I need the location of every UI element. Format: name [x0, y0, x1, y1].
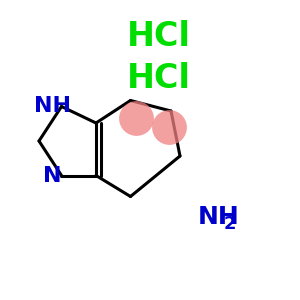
Circle shape: [152, 110, 187, 145]
Text: NH: NH: [34, 97, 71, 116]
Text: 2: 2: [224, 215, 236, 233]
Text: HCl: HCl: [127, 20, 191, 52]
Text: HCl: HCl: [127, 61, 191, 94]
Text: NH: NH: [198, 206, 240, 230]
Circle shape: [119, 101, 154, 136]
Text: N: N: [43, 166, 62, 185]
